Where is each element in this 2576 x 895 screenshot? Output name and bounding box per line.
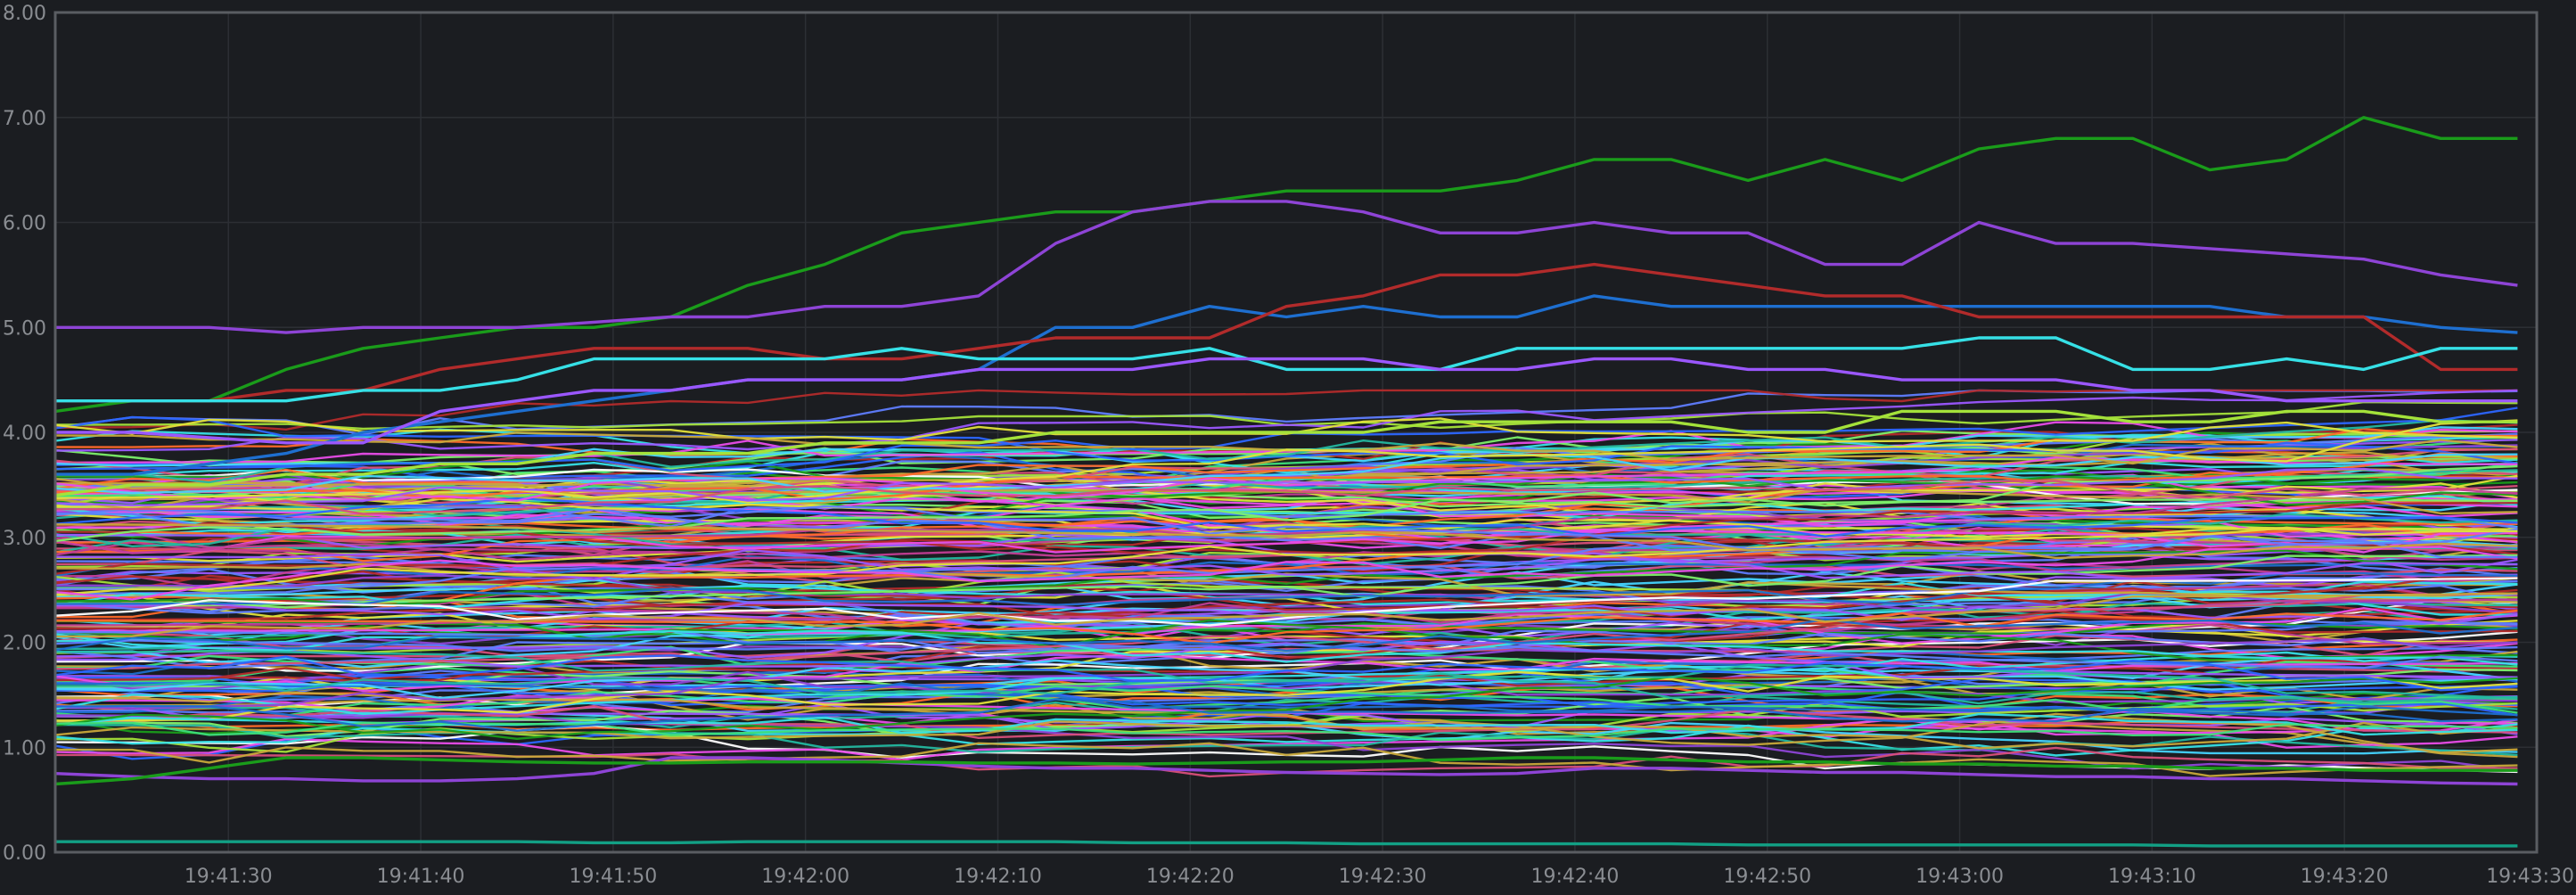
x-tick-label: 19:41:30 bbox=[185, 866, 273, 888]
x-tick-label: 19:41:40 bbox=[377, 866, 465, 888]
series-line-background bbox=[54, 628, 2518, 654]
series-line-background bbox=[54, 487, 2518, 554]
x-tick-label: 19:41:50 bbox=[569, 866, 657, 888]
series-line-background bbox=[54, 651, 2518, 716]
series-line-background bbox=[54, 546, 2518, 601]
series-line-background bbox=[54, 681, 2518, 717]
series-line-background bbox=[54, 480, 2518, 515]
series-line-background bbox=[54, 650, 2518, 700]
series-line-2 bbox=[55, 294, 2518, 476]
series-line-background bbox=[54, 523, 2518, 560]
series-line-background bbox=[54, 389, 2518, 436]
series-line-background bbox=[54, 640, 2518, 679]
series-line-background bbox=[54, 523, 2518, 607]
series-line-background bbox=[54, 670, 2518, 722]
series-line-background bbox=[54, 685, 2518, 720]
series-line-background bbox=[54, 467, 2518, 507]
series-line-3 bbox=[55, 262, 2518, 403]
series-line-background bbox=[54, 667, 2518, 710]
series-line-background bbox=[54, 548, 2518, 581]
series-line-background bbox=[54, 675, 2518, 740]
series-line-7 bbox=[54, 756, 2518, 786]
series-line-background bbox=[54, 419, 2518, 504]
series-line-background bbox=[54, 421, 2518, 464]
series-line-8 bbox=[55, 357, 2518, 445]
plot-frame bbox=[53, 11, 2539, 854]
series-line-background bbox=[54, 469, 2518, 518]
series-line-background bbox=[54, 654, 2518, 692]
x-tick-label: 19:42:10 bbox=[954, 866, 1042, 888]
series-line-background bbox=[54, 698, 2518, 732]
series-line-background bbox=[54, 549, 2518, 607]
series-line-background bbox=[54, 682, 2518, 717]
series-line-background bbox=[54, 571, 2518, 606]
series-line-0 bbox=[54, 116, 2518, 414]
x-axis-ticks: 19:41:30 19:41:40 19:41:50 19:42:00 19:42:10… bbox=[185, 866, 2574, 888]
x-tick-label: 19:43:00 bbox=[1916, 866, 2004, 888]
series-line-background bbox=[54, 528, 2518, 591]
x-tick-label: 19:42:30 bbox=[1339, 866, 1427, 888]
series-line-background bbox=[54, 554, 2518, 609]
series-line-background bbox=[54, 620, 2518, 669]
series-line-background bbox=[54, 704, 2518, 739]
y-tick-label: 8.00 bbox=[3, 3, 46, 25]
y-tick-label: 2.00 bbox=[3, 633, 46, 655]
series-line-background bbox=[54, 592, 2518, 638]
y-tick-label: 1.00 bbox=[3, 737, 46, 760]
x-tick-label: 19:43:30 bbox=[2486, 866, 2574, 888]
series-line-background bbox=[54, 389, 2518, 452]
series-line-background bbox=[54, 480, 2518, 518]
y-tick-label: 5.00 bbox=[3, 317, 46, 340]
series-line-1 bbox=[55, 200, 2518, 334]
series-line-background bbox=[54, 619, 2518, 661]
series-line-background bbox=[54, 575, 2518, 620]
y-axis-ticks: 0.00 1.00 2.00 3.00 4.00 5.00 6.00 7.00 8.00 bbox=[3, 3, 46, 865]
series-line-background bbox=[54, 502, 2518, 530]
series-line-background bbox=[54, 618, 2518, 653]
series-line-background bbox=[54, 607, 2518, 645]
series-line-background bbox=[54, 592, 2518, 670]
series-group bbox=[54, 116, 2518, 848]
series-line-background bbox=[54, 497, 2518, 538]
series-line-background bbox=[54, 723, 2518, 757]
x-tick-label: 19:42:00 bbox=[761, 866, 849, 888]
series-line-background bbox=[54, 742, 2518, 777]
series-line-background bbox=[54, 507, 2518, 555]
y-tick-label: 6.00 bbox=[3, 213, 46, 235]
y-tick-label: 7.00 bbox=[3, 108, 46, 130]
series-line-background bbox=[54, 452, 2518, 501]
series-line-4 bbox=[55, 336, 2518, 403]
series-line-background bbox=[54, 577, 2518, 627]
series-line-background bbox=[54, 536, 2518, 572]
x-tick-label: 19:42:40 bbox=[1531, 866, 1620, 888]
y-tick-label: 0.00 bbox=[3, 842, 46, 865]
series-line-5 bbox=[55, 840, 2518, 848]
series-line-background bbox=[54, 389, 2518, 431]
x-tick-label: 19:43:20 bbox=[2301, 866, 2389, 888]
series-line-background bbox=[54, 505, 2518, 559]
series-line-background bbox=[54, 637, 2518, 710]
x-tick-label: 19:43:10 bbox=[2108, 866, 2196, 888]
series-line-background bbox=[54, 526, 2518, 596]
series-line-6 bbox=[54, 756, 2518, 786]
y-tick-label: 4.00 bbox=[3, 423, 46, 445]
x-tick-label: 19:42:20 bbox=[1146, 866, 1235, 888]
x-tick-label: 19:42:50 bbox=[1723, 866, 1811, 888]
series-line-9 bbox=[54, 409, 2518, 497]
y-tick-label: 3.00 bbox=[3, 528, 46, 550]
